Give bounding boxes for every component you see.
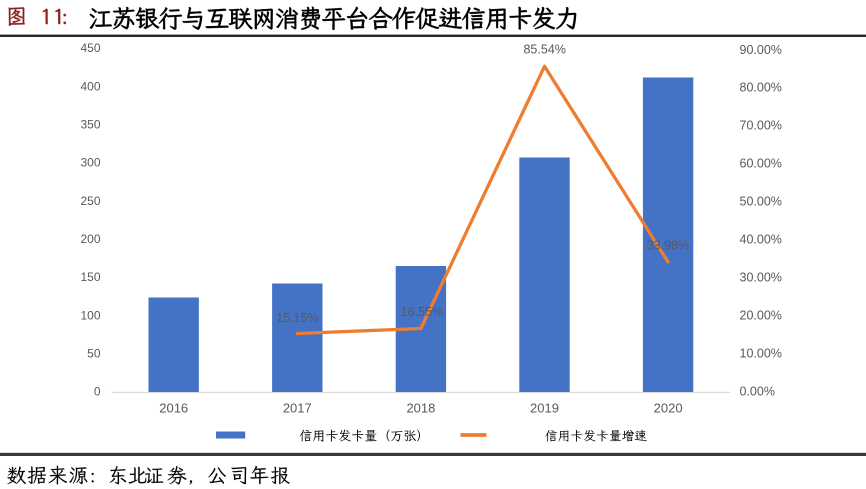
- svg-text:2017: 2017: [283, 401, 312, 416]
- svg-text:200: 200: [80, 232, 100, 246]
- svg-text:80.00%: 80.00%: [740, 81, 782, 95]
- svg-text:15.15%: 15.15%: [276, 311, 318, 325]
- svg-text:2019: 2019: [530, 401, 559, 416]
- svg-text:70.00%: 70.00%: [740, 119, 782, 133]
- svg-text:33.98%: 33.98%: [647, 239, 689, 253]
- svg-text:85.54%: 85.54%: [523, 43, 565, 57]
- svg-text:16.55%: 16.55%: [401, 305, 443, 319]
- svg-text:2016: 2016: [159, 401, 188, 416]
- svg-text:350: 350: [80, 118, 100, 132]
- svg-text:30.00%: 30.00%: [740, 270, 782, 284]
- svg-text:20.00%: 20.00%: [740, 308, 782, 322]
- svg-text:0.00%: 0.00%: [740, 384, 775, 398]
- svg-text:450: 450: [80, 41, 100, 55]
- svg-text:10.00%: 10.00%: [740, 346, 782, 360]
- svg-text:250: 250: [80, 194, 100, 208]
- svg-text:300: 300: [80, 156, 100, 170]
- svg-text:50: 50: [87, 347, 101, 361]
- svg-text:400: 400: [80, 79, 100, 93]
- svg-text:40.00%: 40.00%: [740, 233, 782, 247]
- svg-text:90.00%: 90.00%: [740, 43, 782, 57]
- svg-text:60.00%: 60.00%: [740, 157, 782, 171]
- svg-text:50.00%: 50.00%: [740, 195, 782, 209]
- svg-text:0: 0: [94, 385, 101, 399]
- svg-text:2018: 2018: [406, 401, 435, 416]
- svg-text:150: 150: [80, 270, 100, 284]
- svg-text:2020: 2020: [654, 401, 683, 416]
- svg-text:100: 100: [80, 308, 100, 322]
